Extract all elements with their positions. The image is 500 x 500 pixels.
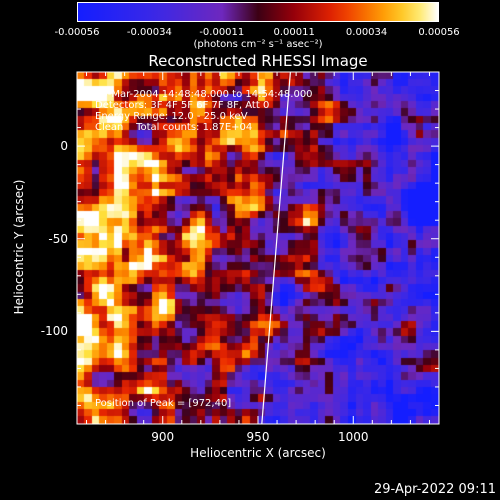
y-tick-label: -100	[40, 324, 68, 339]
x-tick-label: 900	[151, 430, 175, 444]
colorbar-tick-label: 0.00011	[273, 27, 315, 38]
timestamp: 29-Apr-2022 09:11	[374, 482, 496, 497]
colorbar-tick-label: 0.00056	[418, 27, 460, 38]
y-axis-label: Heliocentric Y (arcsec)	[12, 179, 26, 315]
chart-title: Reconstructed RHESSI Image	[148, 52, 368, 70]
annotation-time: 10-Mar-2004 14:48:48.000 to 14:54:48.000	[95, 89, 313, 100]
annotation-counts: Clean Total counts: 1.87E+04	[95, 122, 253, 133]
colorbar-tick-label: -0.00011	[199, 27, 245, 38]
y-tick-label: 0	[60, 139, 68, 154]
annotation-energy: Energy Range: 12.0 - 25.0 keV	[95, 111, 248, 122]
x-axis-label: Heliocentric X (arcsec)	[190, 446, 326, 460]
colorbar	[77, 2, 439, 22]
colorbar-tick-label: -0.00056	[54, 27, 100, 38]
y-tick-label: -50	[48, 231, 68, 246]
colorbar-tick-label: -0.00034	[126, 27, 172, 38]
x-tick-label: 1000	[337, 430, 369, 444]
annotation-detectors: Detectors: 3F 4F 5F 6F 7F 8F, Att 0	[95, 100, 270, 111]
x-tick-label: 950	[246, 430, 270, 444]
plot-area: 10-Mar-2004 14:48:48.000 to 14:54:48.000…	[77, 72, 439, 424]
annotation-peak: Position of Peak = [972,40]	[95, 398, 232, 409]
colorbar-unit: (photons cm⁻² s⁻¹ asec⁻²)	[193, 39, 323, 50]
colorbar-tick-label: 0.00034	[345, 27, 388, 38]
